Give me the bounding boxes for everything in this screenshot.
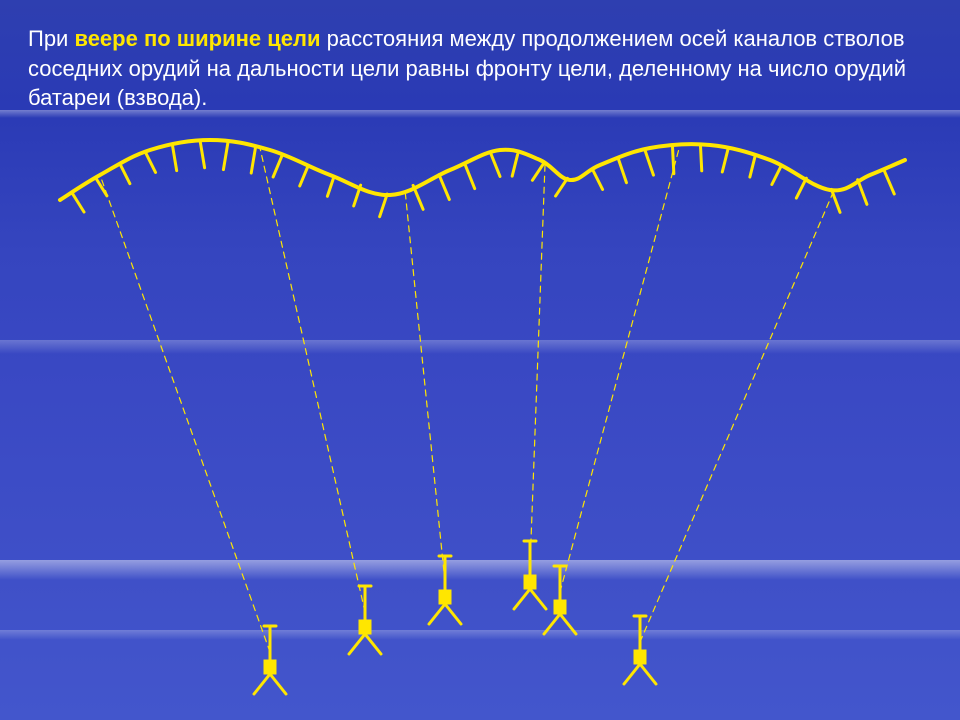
caption-highlight: веере по ширине цели [74,26,320,51]
caption: При веере по ширине цели расстояния межд… [28,24,930,113]
caption-pre: При [28,26,74,51]
slide-stage: При веере по ширине цели расстояния межд… [0,0,960,720]
